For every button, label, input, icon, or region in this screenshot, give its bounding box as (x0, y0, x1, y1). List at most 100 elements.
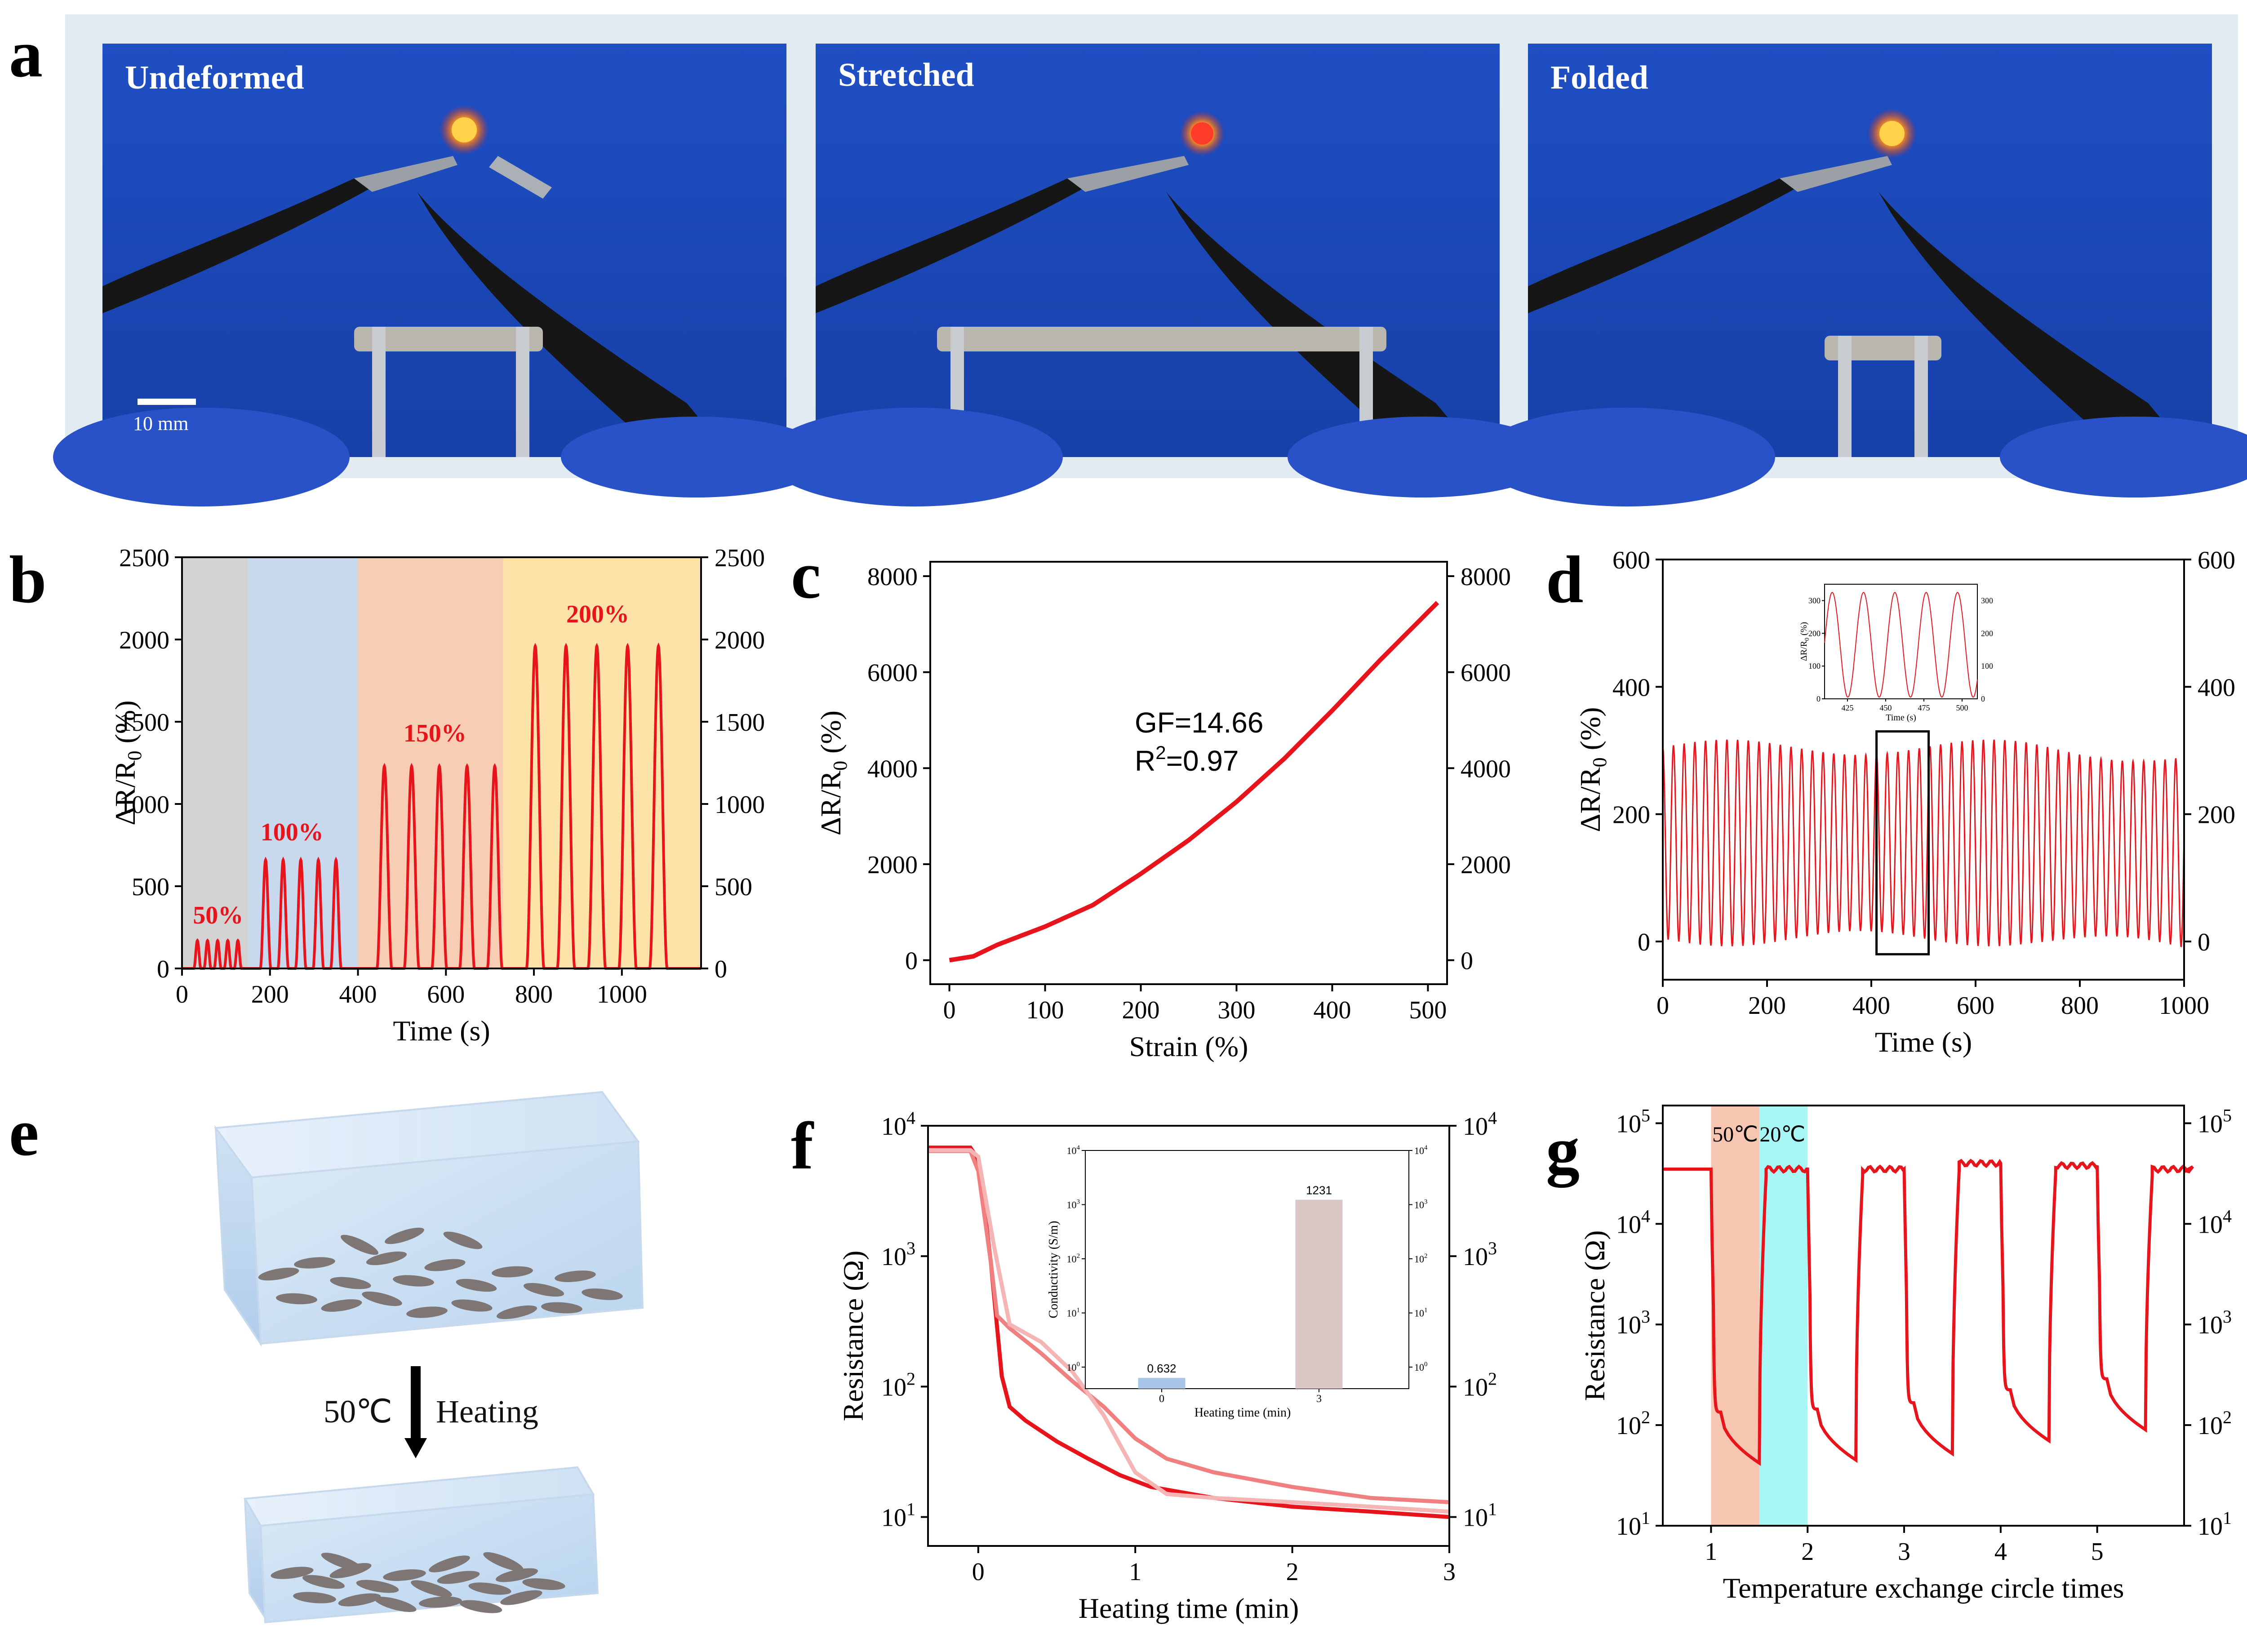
inset-x-title: Heating time (min) (1195, 1406, 1291, 1420)
heating-temperature-label: 50℃ (324, 1394, 392, 1430)
y-tick-label-right: 6000 (1461, 659, 1511, 687)
y-tick-label: 1500 (119, 709, 169, 737)
nanoparticle (496, 1305, 537, 1319)
inset-frame (1824, 584, 1978, 699)
y-axis-title: ΔR/R0 (%) (1574, 707, 1611, 832)
photo-label-stretched: Stretched (838, 57, 974, 93)
nanoparticle (321, 1299, 362, 1312)
inset-x-tick-label: 475 (1918, 703, 1930, 712)
y-tick-label-right: 104 (1463, 1108, 1497, 1141)
inset-y-tick-label-right: 101 (1414, 1307, 1428, 1319)
chart-g: 50℃ 20℃ 1 2 3 4 5 101 101 102 102 103 103 104 104 105 10… (1579, 1105, 2232, 1604)
x-tick-label: 3 (1443, 1558, 1456, 1586)
y-tick-label-right: 0 (1461, 947, 1473, 975)
nanoparticle (293, 1592, 336, 1603)
nanoparticle (330, 1277, 371, 1289)
x-axis-title: Temperature exchange circle times (1723, 1572, 2124, 1604)
panel-letter-a: a (9, 17, 43, 91)
x-tick-label: 1000 (597, 981, 647, 1008)
y-tick-label-right: 500 (715, 873, 752, 901)
x-tick-label: 0 (176, 981, 188, 1008)
y-tick-label: 200 (1612, 801, 1650, 829)
x-tick-label: 500 (1409, 996, 1447, 1024)
y-tick-label-right: 102 (1463, 1368, 1497, 1401)
x-tick-label: 0 (943, 996, 956, 1024)
panel-letter-c: c (791, 538, 821, 613)
nanoparticle (338, 1593, 381, 1607)
inset-y-tick-label: 100 (1808, 662, 1821, 671)
plot-frame (927, 1125, 1450, 1547)
group-label: 50% (193, 901, 243, 929)
x-axis-title: Strain (%) (1129, 1030, 1248, 1062)
nanoparticle (424, 1259, 466, 1271)
y-tick-label-right: 0 (2198, 928, 2210, 956)
y-tick-label-right: 1500 (715, 709, 765, 737)
nanoparticle (500, 1590, 542, 1605)
y-tick-label-right: 103 (2198, 1306, 2232, 1339)
x-tick-label: 4 (1994, 1538, 2007, 1566)
nanoparticle (393, 1275, 434, 1287)
nanoparticle (492, 1266, 533, 1278)
nanoparticle (294, 1257, 335, 1269)
x-tick-label: 200 (1122, 996, 1160, 1024)
y-tick-label: 104 (1616, 1206, 1650, 1239)
x-tick-label: 0 (1656, 992, 1669, 1020)
nanoparticles-dispersed (258, 1227, 623, 1319)
nanoparticle (523, 1283, 564, 1297)
arrow-head-icon (404, 1438, 427, 1458)
nanoparticle (468, 1582, 511, 1595)
y-tick-label: 0 (1638, 928, 1650, 956)
panel-e-schematic: 50℃ Heating (214, 1091, 644, 1624)
inset-x-tick-label: 500 (1956, 703, 1968, 712)
nanoparticle (443, 1231, 483, 1249)
nanoparticle (495, 1568, 538, 1582)
nanoparticle (555, 1270, 596, 1282)
y-tick-label-right: 400 (2198, 674, 2235, 702)
y-tick-label: 2500 (119, 544, 169, 572)
y-tick-label: 0 (157, 955, 169, 983)
x-tick-label: 1 (1129, 1558, 1141, 1586)
y-tick-label-right: 0 (715, 955, 727, 983)
y-tick-label-right: 8000 (1461, 563, 1511, 591)
inset-y-tick-label: 0 (1816, 694, 1821, 703)
inset-bar (1138, 1378, 1186, 1389)
nanoparticle (271, 1567, 314, 1579)
nanoparticle (366, 1251, 407, 1266)
nanoparticle (383, 1569, 426, 1581)
nanoparticle (321, 1553, 362, 1571)
nanoparticle (419, 1596, 462, 1608)
y-tick-label-right: 104 (2198, 1206, 2232, 1239)
inset-bar-value: 0.632 (1147, 1362, 1176, 1375)
y-tick-label: 6000 (867, 659, 918, 687)
x-tick-label: 5 (2091, 1538, 2104, 1566)
photo-folded: Folded (1479, 44, 2247, 506)
y-tick-label: 600 (1612, 546, 1650, 574)
inset-x-title: Time (s) (1886, 713, 1916, 723)
x-axis-title: Heating time (min) (1079, 1592, 1299, 1624)
nanoparticle (459, 1600, 502, 1613)
y-axis-title: ΔR/R0 (%) (815, 711, 851, 835)
y-tick-label: 105 (1616, 1105, 1650, 1138)
x-tick-label: 2 (1801, 1538, 1814, 1566)
inset-x-tick-label: 450 (1880, 703, 1892, 712)
inset-x-tick-label: 3 (1316, 1393, 1322, 1405)
x-tick-label: 400 (339, 981, 377, 1008)
series-line (1663, 1159, 2194, 1466)
band-label-cold: 20℃ (1759, 1123, 1805, 1146)
inset-y-tick-label-right: 100 (1981, 662, 1993, 671)
panel-letter-e: e (9, 1095, 39, 1170)
y-tick-label: 8000 (867, 563, 918, 591)
nanoparticle (258, 1267, 299, 1281)
y-tick-label: 102 (881, 1368, 915, 1401)
y-tick-label: 400 (1612, 674, 1650, 702)
x-tick-label: 200 (1748, 992, 1786, 1020)
nanoparticle (437, 1571, 480, 1584)
panel-a: a 10 mm Undeformed (9, 14, 2247, 506)
nanoparticle (302, 1575, 345, 1589)
inset-y-tick-label-right: 100 (1414, 1361, 1428, 1373)
nanoparticle (582, 1288, 623, 1300)
